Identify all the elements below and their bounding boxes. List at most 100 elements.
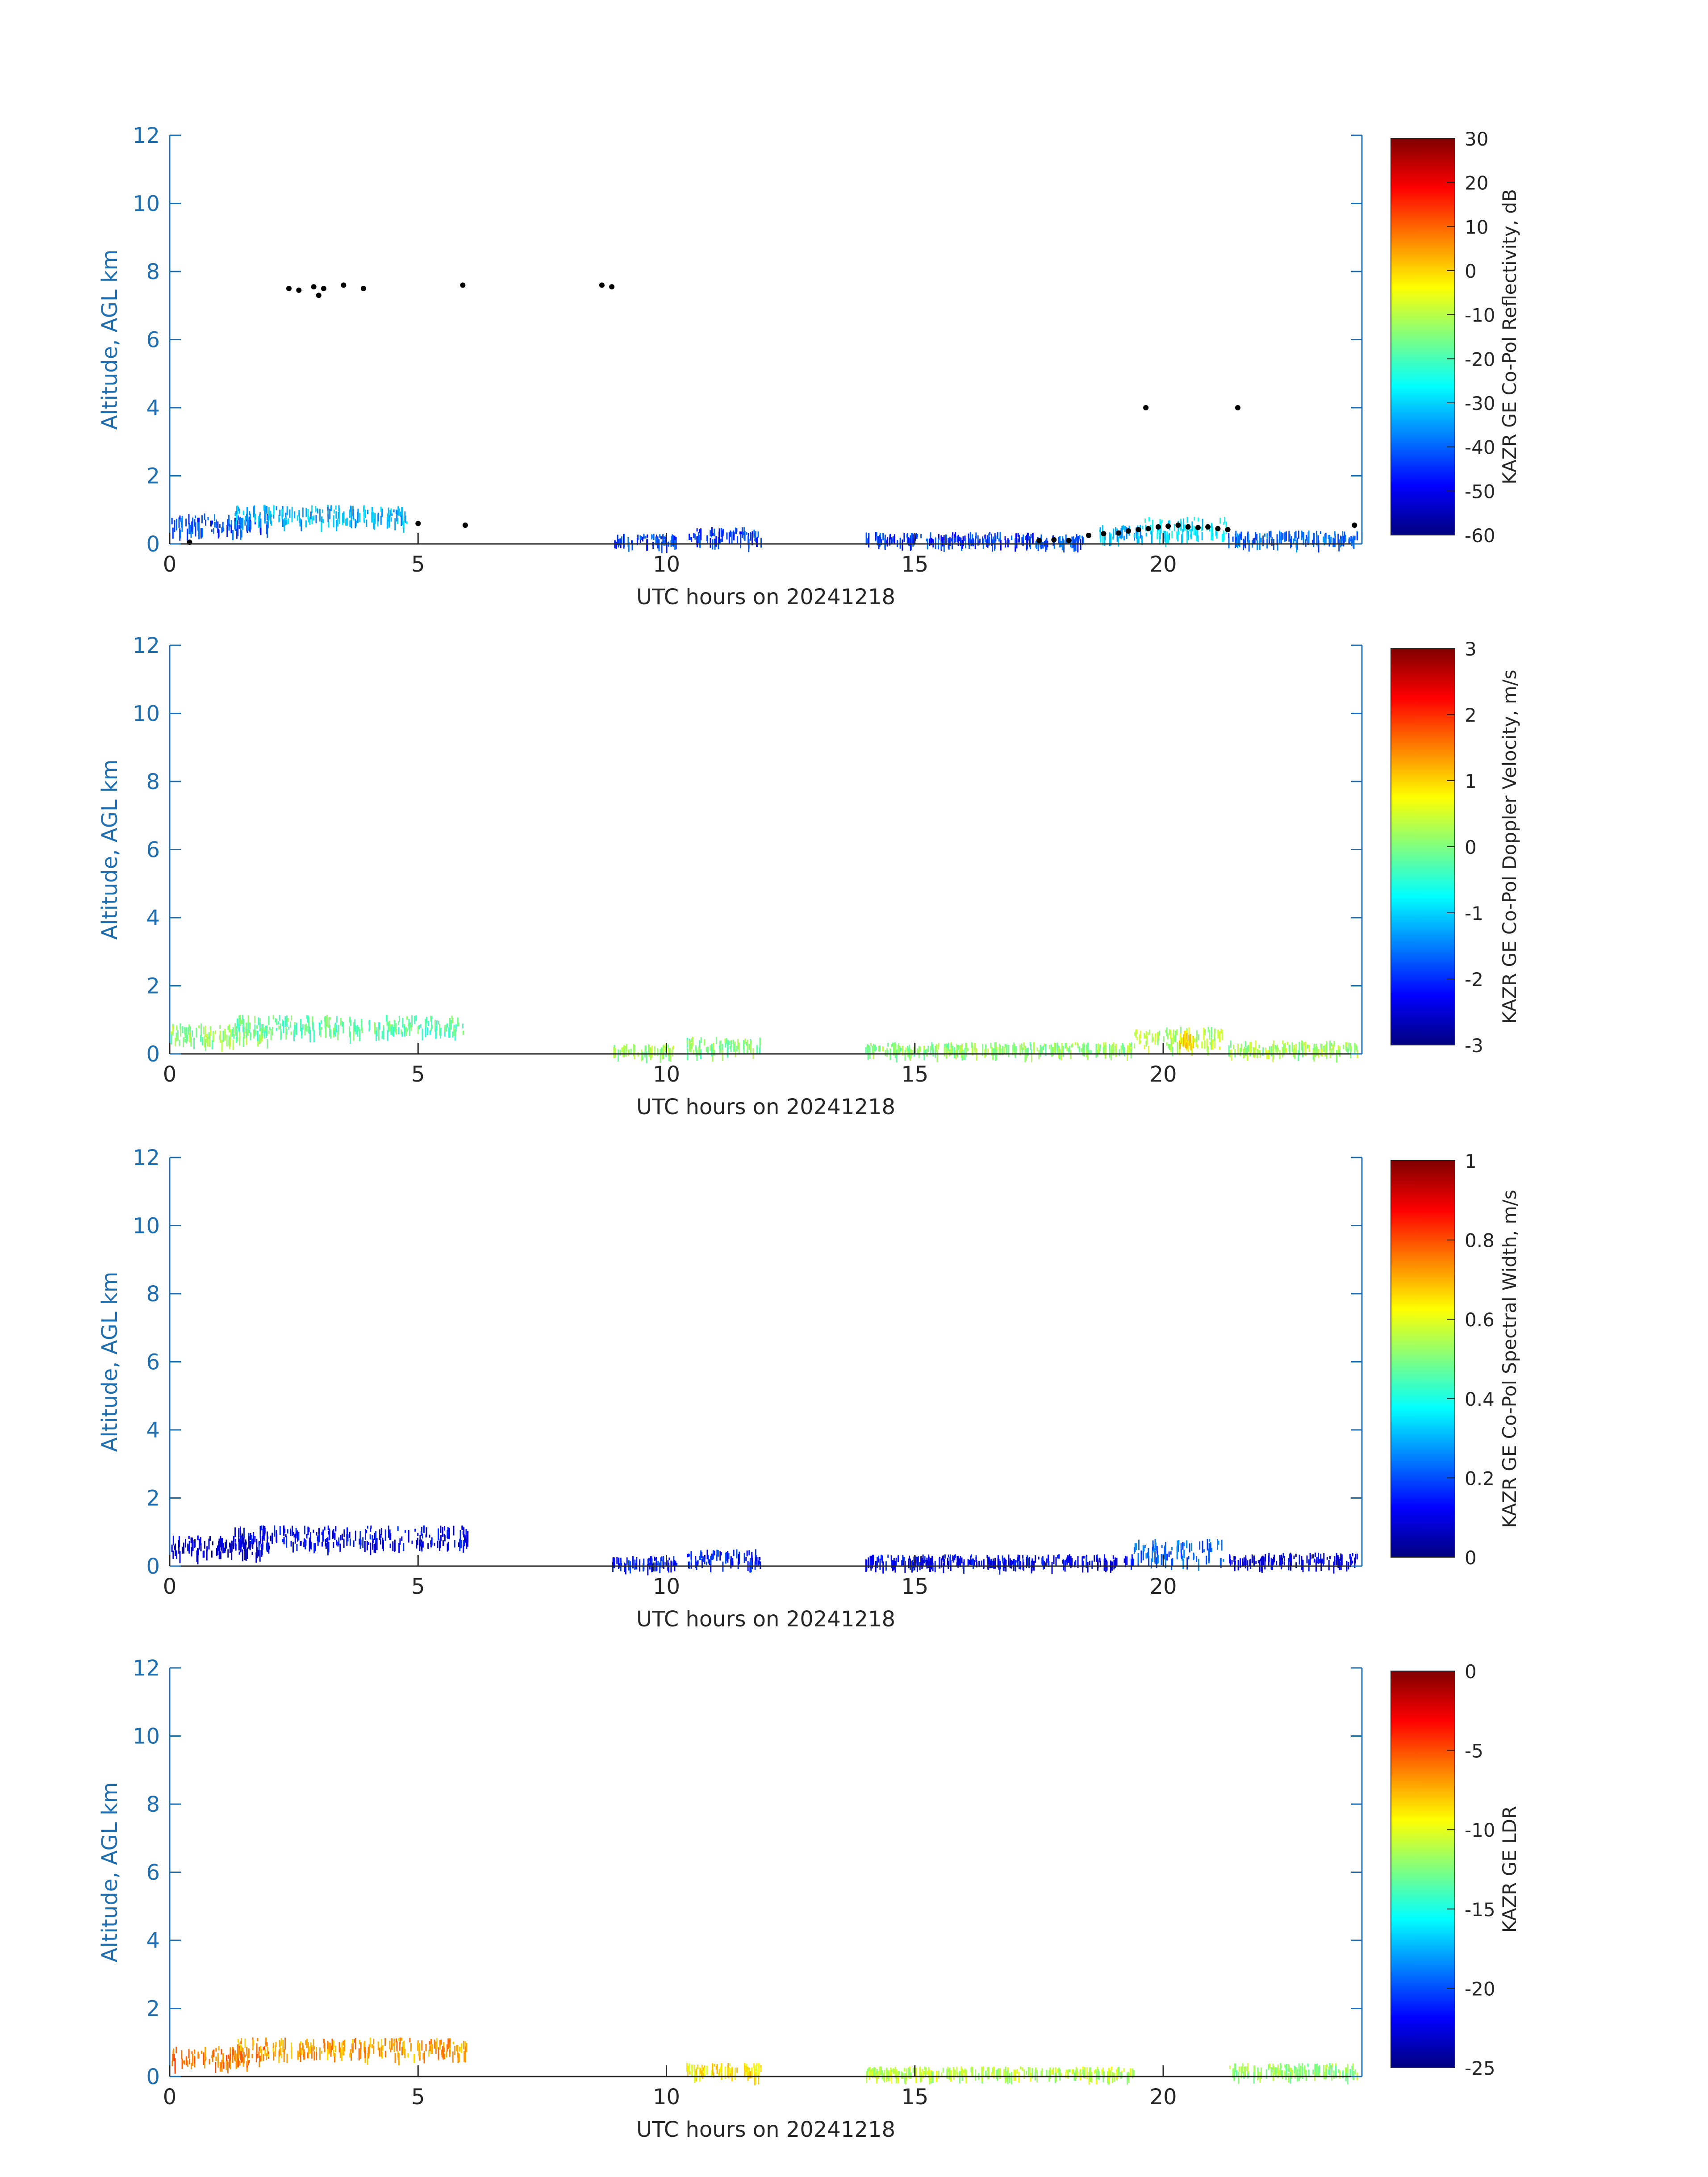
echo-cell [624,534,626,545]
echo-cell [284,2037,286,2050]
echo-cell [660,1052,661,1063]
echo-cell [1299,1042,1300,1049]
echo-cell [261,1036,263,1042]
echo-cell [875,532,877,540]
echo-cell [1201,532,1203,540]
echo-cell [722,1044,723,1050]
echo-cell [1075,1560,1077,1565]
echo-cell [282,1539,284,1542]
echo-cell [417,1538,418,1546]
echo-cell [1273,2066,1275,2076]
echo-cell [1229,2065,1231,2069]
echo-cell [1070,1050,1072,1059]
echo-cell [191,521,193,532]
echo-cell [1273,1040,1275,1050]
echo-cell [953,2069,955,2073]
echo-cell [349,509,351,518]
echo-cell [353,1540,355,1547]
echo-cell [1140,1040,1141,1044]
echo-cell [1164,1547,1165,1560]
echo-cell [1020,2066,1022,2070]
echo-cell [299,2043,301,2054]
echo-cell [382,2045,384,2051]
echo-cell [1232,536,1234,542]
echo-cell [706,1550,708,1559]
echo-cell [343,1538,345,1548]
echo-cell [1168,520,1169,525]
echo-cell [353,518,355,521]
echo-cell [970,1555,972,1565]
echo-cell [293,1030,295,1041]
echo-cell [995,1049,997,1060]
echo-cell [237,2039,239,2043]
echo-cell [711,1554,713,1560]
echo-cell [1209,528,1211,532]
echo-cell [711,2070,713,2077]
data-marker [1051,537,1057,543]
echo-cell [403,1543,405,1551]
echo-cell [1140,1031,1141,1038]
echo-cell [1177,1540,1178,1551]
echo-cell [1328,535,1329,539]
echo-cell [1061,1050,1062,1061]
echo-cell [1217,1029,1219,1039]
y-tick-label: 12 [133,1656,160,1681]
echo-cell [281,509,283,519]
echo-cell [1008,539,1010,544]
echo-cell [652,535,654,538]
echo-cell [256,2043,258,2055]
echo-cell [1113,1042,1115,1047]
echo-cell [268,507,270,520]
echo-cell [1331,2068,1333,2081]
echo-cell [940,540,942,550]
echo-cell [1058,1047,1060,1059]
echo-cell [240,1545,242,1553]
echo-cell [218,1541,220,1551]
echo-cell [389,1543,391,1548]
echo-cell [613,1557,615,1568]
echo-cell [1290,2067,1291,2072]
echo-cell [972,1046,974,1055]
echo-cell [426,1027,428,1036]
echo-cell [417,1533,419,1536]
echo-cell [1305,539,1307,547]
echo-cell [1242,1558,1244,1567]
echo-cell [1324,539,1325,545]
echo-cell [946,2068,948,2079]
echo-cell [701,2070,702,2077]
echo-cell [273,2051,275,2061]
echo-cell [720,528,722,537]
echo-cell [1198,1034,1199,1040]
echo-cell [225,1542,226,1552]
echo-cell [387,1030,388,1041]
echo-cell [205,2047,206,2059]
echo-cell [171,1034,172,1045]
echo-cell [220,1538,222,1551]
echo-cell [343,511,345,523]
echo-cell [876,532,877,536]
echo-cell [949,537,951,546]
echo-cell [1237,533,1238,544]
echo-cell [691,1038,693,1042]
echo-cell [1338,539,1340,552]
echo-cell [1352,1560,1353,1564]
echo-cell [959,536,960,541]
echo-cell [305,1024,307,1031]
echo-cell [390,1026,392,1035]
echo-cell [1152,1550,1153,1562]
echo-cell [689,1041,691,1053]
echo-cell [1239,533,1240,544]
echo-cell [259,1034,261,1045]
echo-cell [1115,1557,1116,1566]
echo-cell [380,2046,382,2057]
echo-cell [931,1042,933,1051]
echo-cell [175,1543,176,1556]
echo-cell [998,538,1000,542]
echo-cell [1112,1555,1114,1559]
echo-cell [230,525,232,534]
echo-cell [894,2069,895,2074]
echo-cell [977,535,979,546]
echo-cell [247,2060,249,2065]
colorbar-tick-label: -2 [1465,969,1483,990]
echo-cell [188,1541,190,1550]
